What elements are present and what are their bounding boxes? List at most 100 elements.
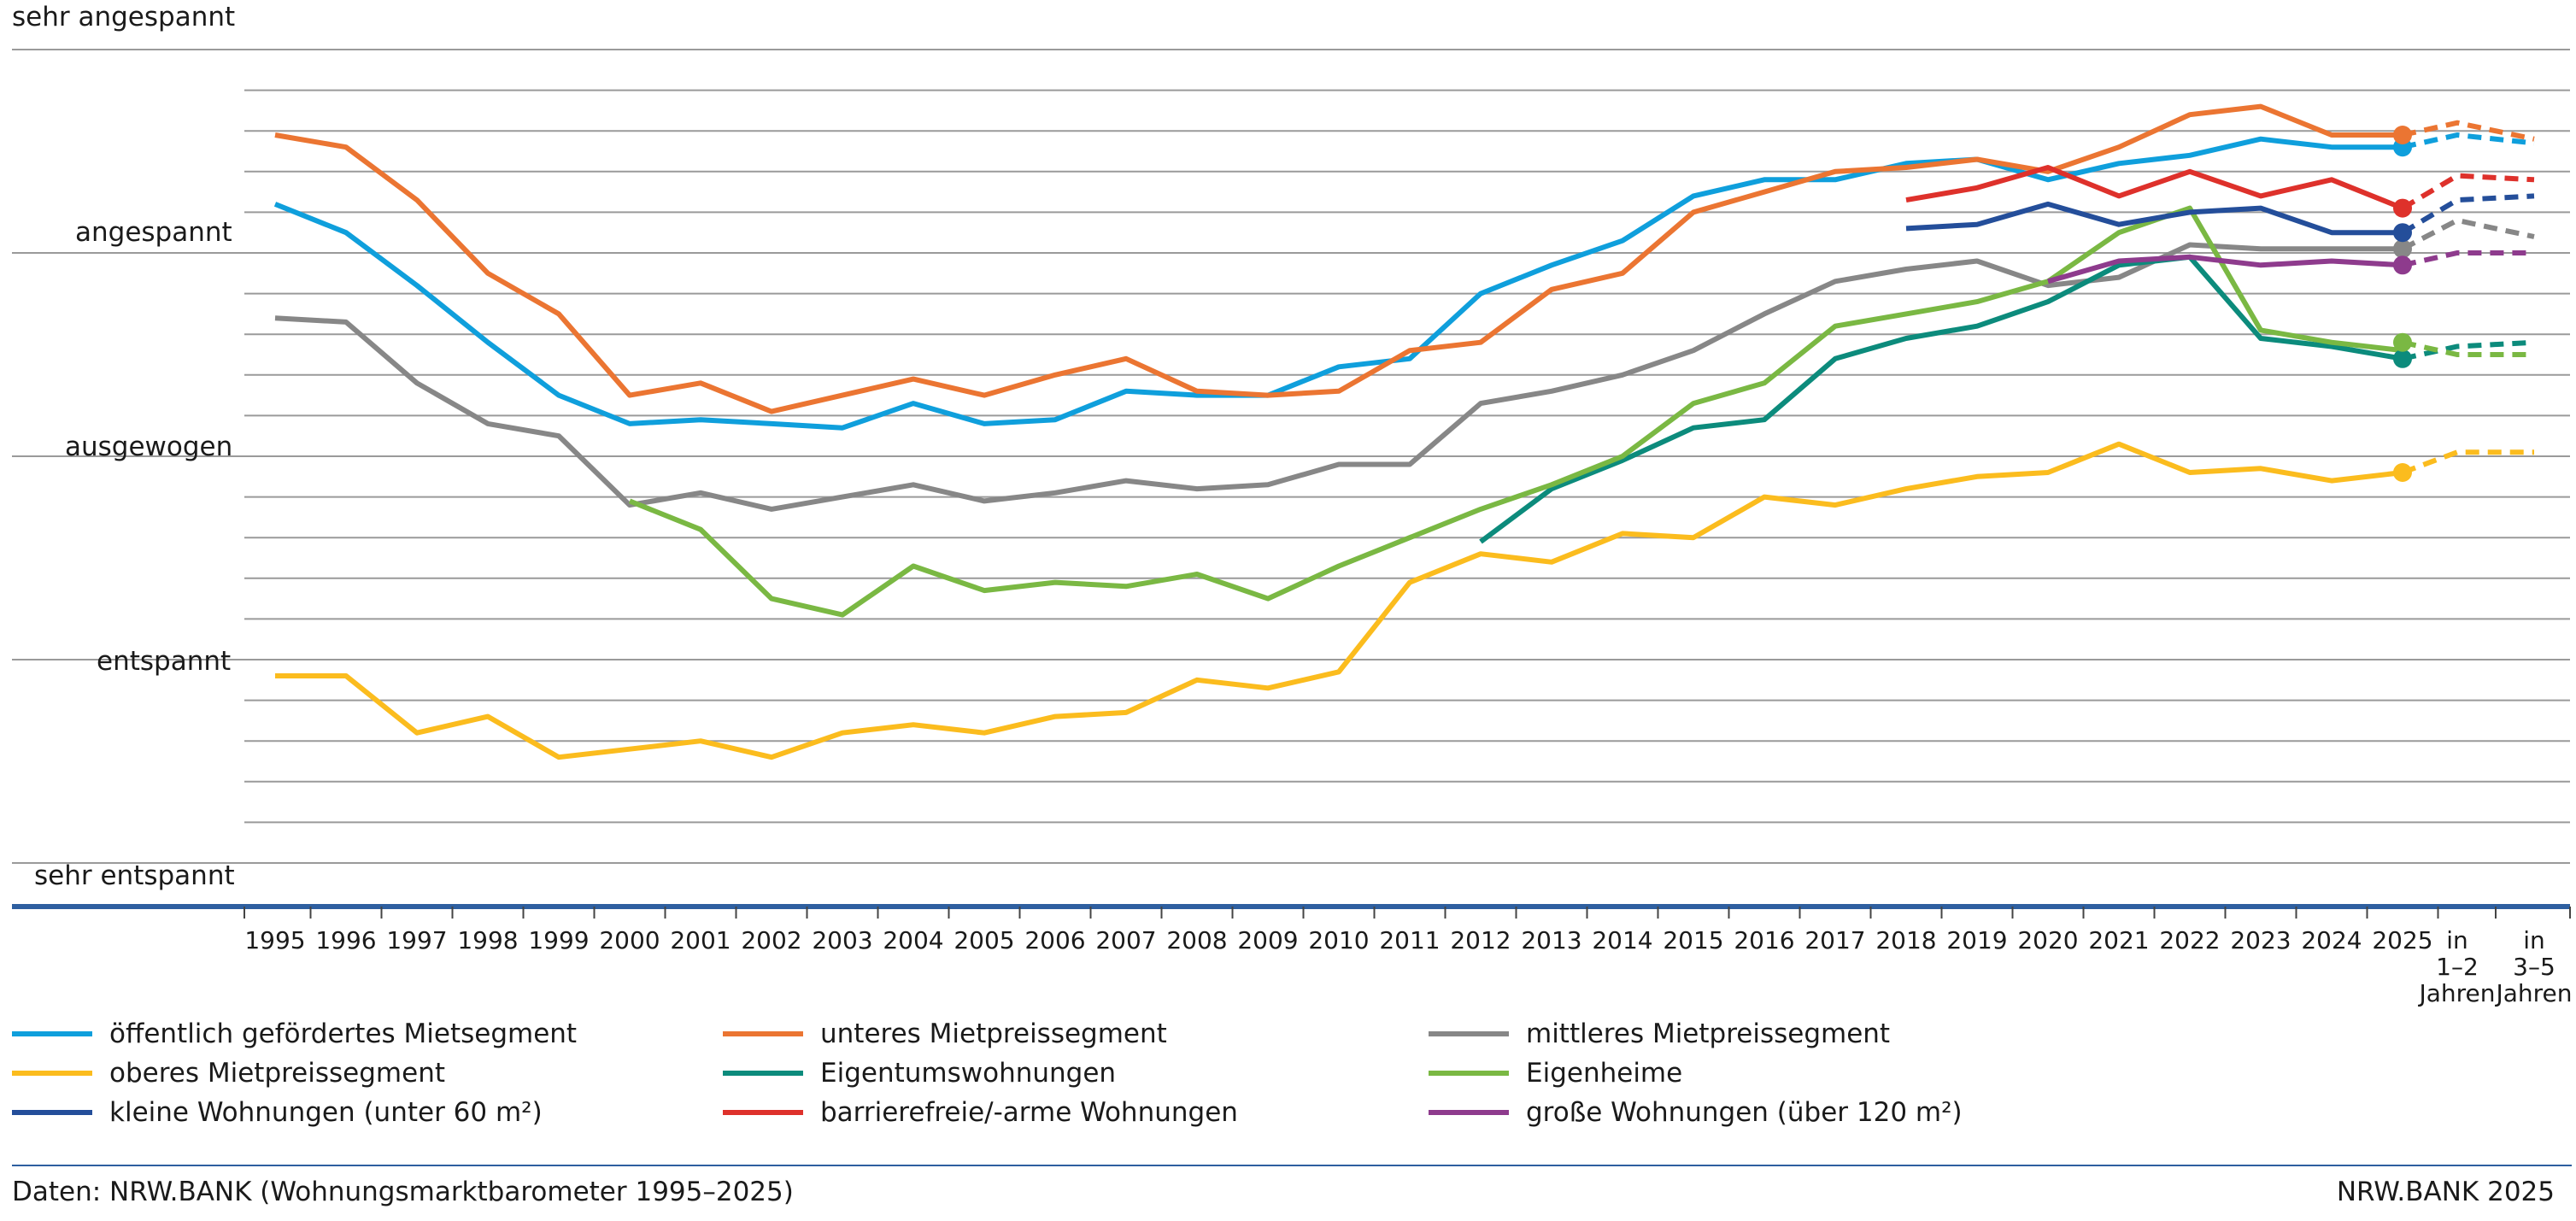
- x-tick-label: 2007: [1095, 926, 1156, 954]
- legend-item: Eigenheime: [1429, 1056, 1682, 1090]
- data-point: [2393, 349, 2412, 368]
- legend-item: mittleres Mietpreissegment: [1429, 1017, 1890, 1051]
- y-label-sehr-entspannt: sehr entspannt: [34, 860, 235, 891]
- forecast-line: [2401, 193, 2535, 235]
- x-tick-label: 2025: [2372, 926, 2432, 954]
- series-line: [274, 103, 2403, 414]
- x-tick-label: 2021: [2088, 926, 2149, 954]
- x-tick-labels: 1995 1996 1997 1998 1999 2000 2001 2002 2003 2004…: [244, 926, 2572, 1007]
- series-lines: [273, 103, 2404, 760]
- x-tick-label: 2022: [2159, 926, 2220, 954]
- x-tick-label: 1999: [528, 926, 589, 954]
- data-point: [2393, 332, 2412, 352]
- data-point: [2393, 463, 2412, 482]
- x-tick-label: in: [2446, 926, 2468, 954]
- y-label-sehr-angespannt: sehr angespannt: [12, 2, 236, 32]
- legend-swatch: [1429, 1071, 1509, 1076]
- legend-label: öffentlich gefördertes Mietsegment: [109, 1018, 578, 1049]
- x-tick-label: 2005: [954, 926, 1014, 954]
- x-tick-label: Jahren: [2494, 979, 2572, 1007]
- legend-swatch: [723, 1031, 803, 1036]
- forecast-line: [2402, 250, 2534, 268]
- x-tick-label: 2002: [741, 926, 801, 954]
- x-tick-label: 2008: [1166, 926, 1227, 954]
- y-label-ausgewogen: ausgewogen: [65, 431, 233, 462]
- legend-label: mittleres Mietpreissegment: [1526, 1018, 1891, 1049]
- legend-swatch: [1429, 1110, 1509, 1115]
- x-tick-label: 2006: [1024, 926, 1085, 954]
- series-line: [628, 205, 2403, 618]
- series-line: [1905, 201, 2403, 236]
- legend-label: barrierefreie/-arme Wohnungen: [820, 1097, 1238, 1128]
- data-point: [2393, 255, 2412, 275]
- forecast-line: [2402, 339, 2534, 357]
- x-tick-label: 2015: [1663, 926, 1723, 954]
- x-tick-label: 1998: [457, 926, 518, 954]
- data-point: [2393, 223, 2412, 243]
- series-line: [1905, 165, 2404, 211]
- x-tick-label: 2011: [1379, 926, 1440, 954]
- x-tick-label: 2001: [670, 926, 731, 954]
- legend-label: unteres Mietpreissegment: [820, 1018, 1167, 1049]
- x-tick-label: 2014: [1592, 926, 1652, 954]
- x-tick-label: 2023: [2230, 926, 2291, 954]
- x-tick-label: 2000: [599, 926, 660, 954]
- legend-label: Eigentumswohnungen: [820, 1058, 1117, 1089]
- x-tick-label: 1995: [244, 926, 305, 954]
- x-tick-label: 2009: [1237, 926, 1298, 954]
- forecast-markers: [2393, 126, 2412, 482]
- legend-item: große Wohnungen (über 120 m²): [1429, 1095, 1963, 1130]
- legend-swatch: [12, 1110, 92, 1115]
- x-tick-label: 2004: [883, 926, 943, 954]
- legend-swatch: [723, 1110, 803, 1115]
- x-tick-label: 1997: [386, 926, 447, 954]
- legend-item: unteres Mietpreissegment: [723, 1017, 1167, 1051]
- legend-label: oberes Mietpreissegment: [109, 1058, 445, 1089]
- x-tick-label: 2017: [1804, 926, 1865, 954]
- x-tick-label: 2018: [1875, 926, 1936, 954]
- legend: öffentlich gefördertes Mietsegment unter…: [0, 1017, 2576, 1128]
- legend-item: barrierefreie/-arme Wohnungen: [723, 1095, 1238, 1130]
- x-ticks: [244, 907, 2571, 919]
- footer-rule: [12, 1165, 2572, 1166]
- legend-label: Eigenheime: [1526, 1058, 1683, 1089]
- x-tick-label: 2020: [2017, 926, 2078, 954]
- y-label-entspannt: entspannt: [97, 646, 232, 677]
- forecast-line: [2401, 217, 2535, 251]
- series-line: [274, 242, 2403, 512]
- series-line: [2047, 254, 2403, 285]
- x-tick-label: 2003: [812, 926, 872, 954]
- legend-swatch: [1429, 1031, 1509, 1036]
- series-line: [1479, 254, 2403, 544]
- forecast-line: [2402, 132, 2535, 150]
- forecast-line: [2402, 339, 2535, 361]
- line-chart: 1995 1996 1997 1998 1999 2000 2001 2002 2003 2004…: [12, 49, 2573, 1007]
- series-line: [275, 441, 2403, 760]
- forecast-line: [2401, 173, 2535, 211]
- credit-note: NRW.BANK 2025: [2336, 1177, 2555, 1207]
- y-label-angespannt: angespannt: [75, 217, 232, 248]
- x-tick-label: 2010: [1308, 926, 1369, 954]
- legend-label: große Wohnungen (über 120 m²): [1526, 1097, 1963, 1128]
- legend-swatch: [12, 1031, 92, 1036]
- legend-item: oberes Mietpreissegment: [12, 1056, 445, 1090]
- forecast-line: [2402, 120, 2535, 142]
- x-tick-label: 1996: [315, 926, 376, 954]
- x-tick-label: 3–5: [2513, 953, 2555, 981]
- legend-swatch: [723, 1071, 803, 1076]
- source-note: Daten: NRW.BANK (Wohnungsmarktbarometer …: [12, 1177, 794, 1207]
- legend-label: kleine Wohnungen (unter 60 m²): [109, 1097, 543, 1128]
- x-tick-label: 2016: [1734, 926, 1794, 954]
- x-tick-label: 2024: [2301, 926, 2362, 954]
- x-tick-label: in: [2523, 926, 2545, 954]
- x-tick-label: 2019: [1946, 926, 2007, 954]
- forecast-lines: [2401, 120, 2535, 475]
- x-tick-label: Jahren: [2417, 979, 2495, 1007]
- forecast-line: [2401, 449, 2534, 475]
- data-point: [2393, 239, 2412, 259]
- legend-item: kleine Wohnungen (unter 60 m²): [12, 1095, 543, 1130]
- legend-item: Eigentumswohnungen: [723, 1056, 1116, 1090]
- x-tick-label: 2012: [1450, 926, 1511, 954]
- legend-item: öffentlich gefördertes Mietsegment: [12, 1017, 577, 1051]
- data-point: [2393, 198, 2412, 218]
